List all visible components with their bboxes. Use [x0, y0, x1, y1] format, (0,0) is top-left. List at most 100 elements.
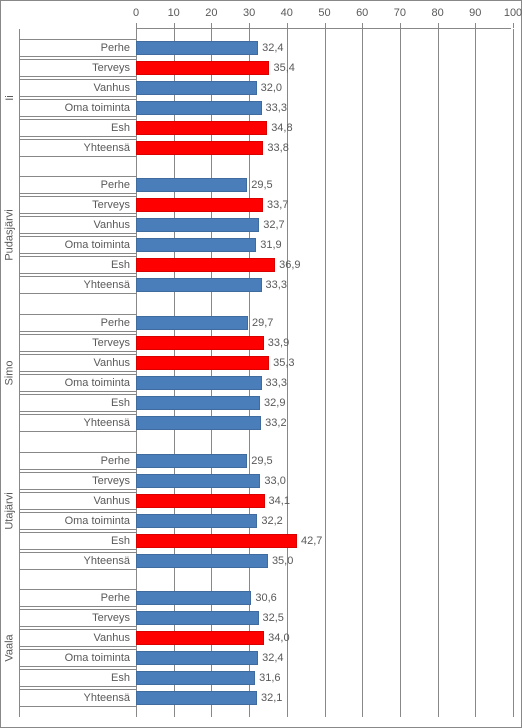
row-label: Perhe [101, 592, 130, 604]
bar [136, 101, 262, 115]
chart-row: Oma toiminta32,4 [1, 649, 511, 667]
bar-cell: 33,2 [136, 414, 511, 432]
group: UtajärviPerhe29,5Terveys33,0Vanhus34,1Om… [1, 442, 511, 580]
row-label-cell: Vanhus [19, 629, 136, 647]
bar-cell: 33,0 [136, 472, 511, 490]
bar-cell: 29,5 [136, 452, 511, 470]
bar-cell: 32,1 [136, 689, 511, 707]
chart-row: Perhe 30,6 [1, 589, 511, 607]
row-label: Vanhus [94, 357, 131, 369]
bar-value-label: 33,0 [264, 475, 285, 487]
row-label: Yhteensä [84, 279, 130, 291]
row-label-cell: Terveys [19, 196, 136, 214]
row-label: Vanhus [94, 632, 131, 644]
row-label: Perhe [101, 455, 130, 467]
bar-value-label: 31,9 [260, 239, 281, 251]
chart-row: Terveys33,7 [1, 196, 511, 214]
bar-value-label: 32,0 [261, 82, 282, 94]
row-label: Terveys [92, 199, 130, 211]
x-axis-tickmark [174, 23, 175, 28]
chart-container: 0102030405060708090100 IiPerhe32,4Tervey… [0, 0, 522, 728]
row-label-cell: Vanhus [19, 492, 136, 510]
bar-value-label: 35,4 [273, 62, 294, 74]
chart-row: Perhe29,7 [1, 314, 511, 332]
bar [136, 178, 247, 192]
x-axis-tickmark [438, 23, 439, 28]
row-label-cell: Yhteensä [19, 276, 136, 294]
x-axis-tick-label: 90 [469, 7, 481, 19]
chart-row: Oma toiminta32,2 [1, 512, 511, 530]
chart-row: Terveys33,9 [1, 334, 511, 352]
bar [136, 474, 260, 488]
bar-cell: 32,7 [136, 216, 511, 234]
row-label: Vanhus [94, 82, 131, 94]
row-label: Yhteensä [84, 555, 130, 567]
chart-row: Esh 34,8 [1, 119, 511, 137]
bar [136, 514, 257, 528]
row-label: Yhteensä [84, 142, 130, 154]
bar-value-label: 34,8 [271, 122, 292, 134]
bar-value-label: 33,8 [267, 142, 288, 154]
bar [136, 258, 275, 272]
chart-row: Esh36,9 [1, 256, 511, 274]
row-label-cell: Oma toiminta [19, 374, 136, 392]
row-label-cell: Oma toiminta [19, 649, 136, 667]
bar [136, 396, 260, 410]
chart-row: Esh42,7 [1, 532, 511, 550]
x-axis-tick-label: 30 [243, 7, 255, 19]
row-label-cell: Perhe [19, 452, 136, 470]
bar-cell: 35,3 [136, 354, 511, 372]
bar [136, 356, 269, 370]
x-axis-tickmark [211, 23, 212, 28]
row-label-cell: Vanhus [19, 216, 136, 234]
bar [136, 631, 264, 645]
chart-row: Perhe32,4 [1, 39, 511, 57]
row-label: Perhe [101, 179, 130, 191]
bar-cell: 30,6 [136, 589, 511, 607]
bar [136, 218, 259, 232]
row-label-cell: Esh [19, 394, 136, 412]
row-label: Terveys [92, 612, 130, 624]
x-axis-tickmark [475, 23, 476, 28]
row-label: Esh [111, 672, 130, 684]
bar-value-label: 36,9 [279, 259, 300, 271]
row-label-cell: Perhe [19, 176, 136, 194]
x-axis-tick-label: 70 [394, 7, 406, 19]
bar-cell: 34,8 [136, 119, 511, 137]
bar-value-label: 34,0 [268, 632, 289, 644]
bar-cell: 35,0 [136, 552, 511, 570]
row-label-cell: Terveys [19, 472, 136, 490]
x-axis-tick-label: 50 [318, 7, 330, 19]
bar-cell: 31,9 [136, 236, 511, 254]
chart-row: Vanhus 34,0 [1, 629, 511, 647]
bar-value-label: 29,5 [251, 455, 272, 467]
chart-row: Yhteensä 35,0 [1, 552, 511, 570]
bar-value-label: 33,3 [266, 102, 287, 114]
bar [136, 61, 269, 75]
bar [136, 278, 262, 292]
x-axis-tickmark [249, 23, 250, 28]
bar-cell: 32,4 [136, 649, 511, 667]
x-axis-tickmark [136, 23, 137, 28]
x-axis-tickmark [325, 23, 326, 28]
row-label: Esh [111, 535, 130, 547]
bar-value-label: 31,6 [259, 672, 280, 684]
row-label-cell: Oma toiminta [19, 512, 136, 530]
x-axis-tickmark [513, 23, 514, 28]
x-axis-tick-label: 100 [504, 7, 522, 19]
x-axis-tick-label: 60 [356, 7, 368, 19]
x-axis-tick-label: 80 [431, 7, 443, 19]
row-label: Terveys [92, 62, 130, 74]
bar-cell: 32,4 [136, 39, 511, 57]
group: VaalaPerhe30,6Terveys32,5Vanhus34,0Oma t… [1, 579, 511, 717]
x-axis-tick-label: 10 [168, 7, 180, 19]
chart-row: Vanhus 32,0 [1, 79, 511, 97]
row-label: Esh [111, 122, 130, 134]
x-axis-tick-label: 0 [133, 7, 139, 19]
row-label: Esh [111, 397, 130, 409]
bar [136, 494, 265, 508]
bar-value-label: 30,6 [255, 592, 276, 604]
bar-value-label: 32,7 [263, 219, 284, 231]
row-label-cell: Yhteensä [19, 139, 136, 157]
row-label: Perhe [101, 317, 130, 329]
